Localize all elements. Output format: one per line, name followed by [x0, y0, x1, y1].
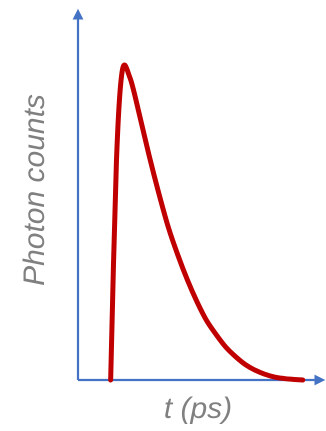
- photon-decay-curve: [108, 62, 306, 383]
- y-axis-label: Photon counts: [18, 94, 51, 286]
- x-axis-label: t (ps): [164, 392, 232, 425]
